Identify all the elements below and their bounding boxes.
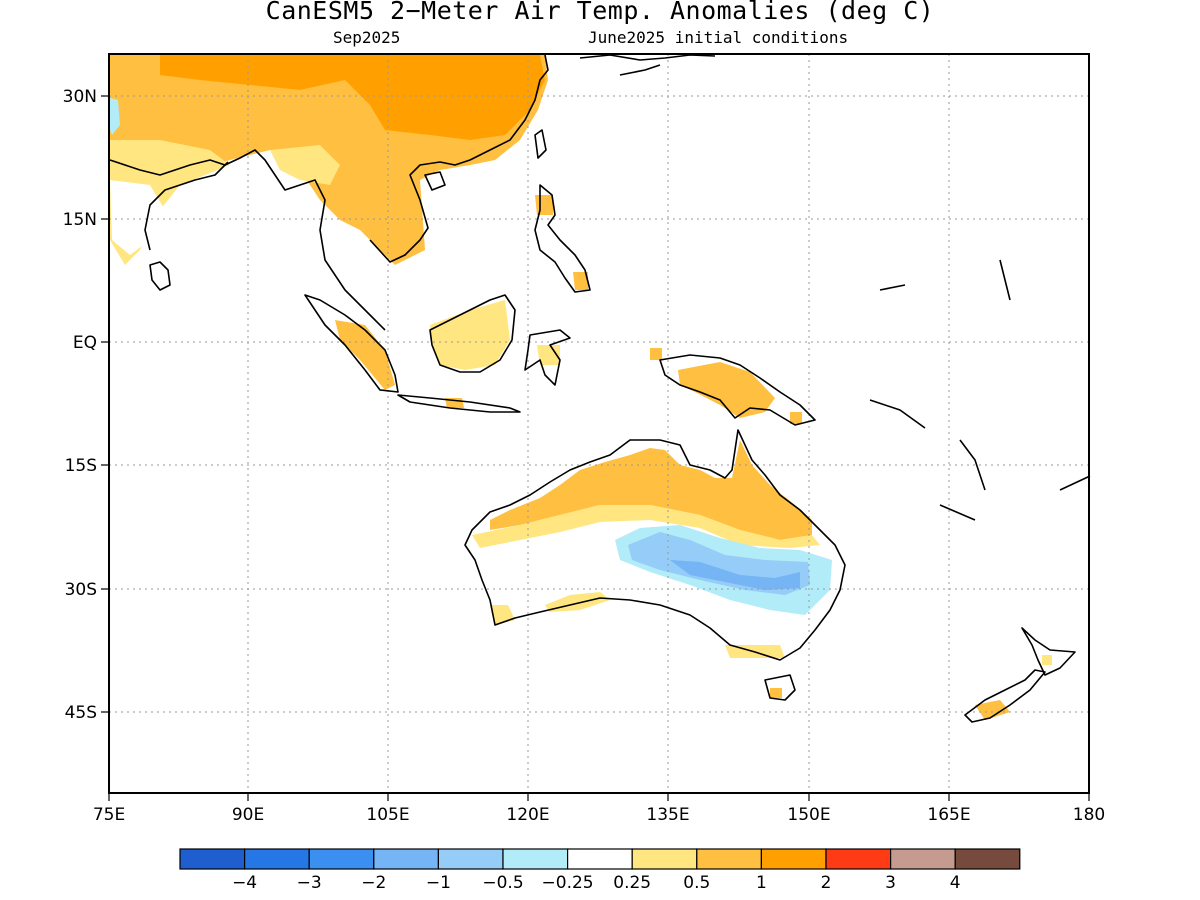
lat-label-30s: 30S bbox=[65, 580, 97, 600]
sri-lanka-coastline bbox=[149, 261, 171, 291]
colorbar-label: −0.25 bbox=[542, 873, 594, 893]
lat-label-45s: 45S bbox=[65, 703, 97, 723]
northern-australia-warm-region bbox=[490, 440, 812, 540]
mindanao-warm-patch bbox=[573, 272, 588, 290]
colorbar-label: −4 bbox=[232, 873, 257, 893]
philippines-coastline bbox=[534, 184, 591, 293]
sulawesi-coastline bbox=[524, 329, 571, 386]
lat-label-15s: 15S bbox=[65, 456, 97, 476]
pacific-islands-coastline bbox=[869, 259, 1091, 521]
colorbar-label: −0.5 bbox=[482, 873, 523, 893]
lat-label-15n: 15N bbox=[63, 210, 97, 230]
colorbar: −4 −3 −2 −1 −0.5 −0.25 0.25 0.5 1 2 3 4 bbox=[179, 848, 1021, 893]
colorbar-swatch bbox=[954, 848, 1021, 870]
colorbar-label: −3 bbox=[297, 873, 322, 893]
new-zealand-south-island-coastline bbox=[964, 669, 1046, 723]
png-east-warm-patch bbox=[790, 412, 802, 424]
colorbar-label: −2 bbox=[361, 873, 386, 893]
japan-coastline bbox=[579, 54, 716, 76]
india-cool-spot bbox=[110, 98, 120, 135]
india-neutral-region bbox=[110, 180, 165, 255]
new-guinea-coastline bbox=[659, 354, 816, 426]
colorbar-swatch bbox=[244, 848, 310, 870]
java-coastline bbox=[397, 394, 521, 413]
colorbar-label: 2 bbox=[821, 873, 832, 893]
init-conditions-label: June2025 initial conditions bbox=[588, 28, 849, 47]
lat-label-30n: 30N bbox=[63, 87, 97, 107]
colorbar-label: 0.5 bbox=[683, 873, 710, 893]
colorbar-swatch bbox=[825, 848, 892, 870]
colorbar-swatch bbox=[760, 848, 827, 870]
hainan-coastline bbox=[424, 171, 446, 191]
colorbar-label: 1 bbox=[756, 873, 767, 893]
colorbar-label: 0.25 bbox=[613, 873, 651, 893]
chart-title: CanESM5 2−Meter Air Temp. Anomalies (deg… bbox=[265, 0, 935, 25]
philippines-warm-patch bbox=[535, 195, 553, 215]
colorbar-label: −1 bbox=[426, 873, 451, 893]
borneo-pale-region bbox=[430, 300, 510, 370]
sumatra-coastline bbox=[304, 294, 399, 393]
valid-month-label: Sep2025 bbox=[333, 28, 401, 47]
lon-label-105e: 105E bbox=[366, 805, 409, 825]
sumatra-warm-region bbox=[335, 320, 395, 390]
moluccas-warm-patch bbox=[650, 348, 662, 360]
south-island-warm-patch bbox=[975, 700, 1010, 720]
lon-label-135e: 135E bbox=[646, 805, 689, 825]
lon-label-120e: 120E bbox=[506, 805, 549, 825]
borneo-coastline bbox=[429, 294, 516, 373]
australia-coastline bbox=[464, 429, 846, 661]
lon-label-90e: 90E bbox=[232, 805, 264, 825]
colorbar-swatch bbox=[437, 848, 504, 870]
new-guinea-warm-region bbox=[678, 362, 775, 418]
lon-label-150e: 150E bbox=[787, 805, 830, 825]
lon-label-75e: 75E bbox=[93, 805, 125, 825]
tasmania-warm-patch bbox=[770, 688, 782, 698]
lon-label-165e: 165E bbox=[927, 805, 970, 825]
tasmania-coastline bbox=[764, 674, 796, 701]
colorbar-label: 4 bbox=[950, 873, 961, 893]
colorbar-swatch bbox=[502, 848, 569, 870]
asia-coastline bbox=[109, 54, 549, 331]
colorbar-swatch bbox=[631, 848, 698, 870]
colorbar-label: 3 bbox=[885, 873, 896, 893]
colorbar-swatch bbox=[889, 848, 956, 870]
map-frame bbox=[108, 53, 1090, 794]
lat-label-eq: EQ bbox=[73, 333, 97, 353]
taiwan-coastline bbox=[534, 129, 547, 159]
india-east-coastline bbox=[144, 161, 229, 251]
coastlines bbox=[109, 54, 1091, 723]
axis-ticks bbox=[101, 95, 1090, 801]
north-island-pale-patch bbox=[1042, 655, 1052, 665]
map-grid bbox=[109, 54, 1089, 793]
indochina-pale-region bbox=[270, 145, 340, 185]
central-australia-pale-region bbox=[472, 505, 820, 548]
central-australia-coolest-region bbox=[670, 560, 800, 590]
colorbar-swatch bbox=[566, 848, 633, 870]
anomaly-shading bbox=[110, 55, 1052, 720]
china-strong-warm-region bbox=[160, 55, 545, 140]
new-zealand-north-island-coastline bbox=[1021, 627, 1076, 676]
colorbar-swatch bbox=[179, 848, 246, 870]
colorbar-swatch bbox=[696, 848, 762, 870]
lon-label-180: 180 bbox=[1073, 805, 1105, 825]
colorbar-swatch bbox=[373, 848, 439, 870]
colorbar-swatch bbox=[308, 848, 375, 870]
